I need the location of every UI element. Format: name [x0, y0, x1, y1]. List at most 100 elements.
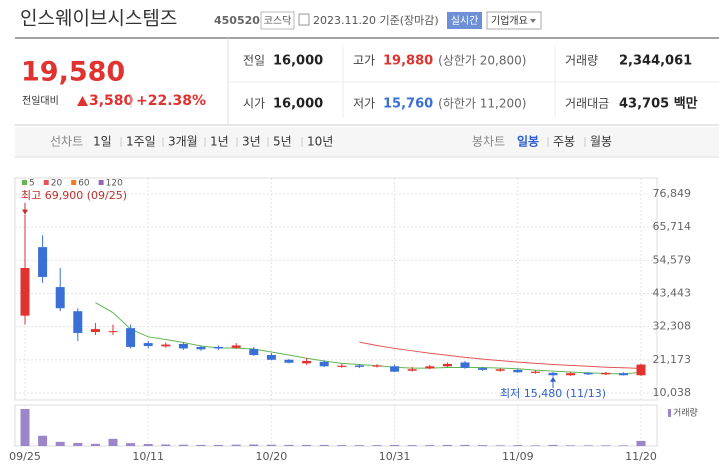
- candle-body: [249, 349, 259, 355]
- volume-bar: [495, 445, 505, 446]
- candle-body: [231, 345, 241, 348]
- y-tick-label: 65,714: [653, 220, 692, 233]
- volume-bar: [55, 441, 65, 446]
- candle-body: [478, 368, 488, 370]
- arrow-head: [22, 209, 28, 215]
- volume-bar: [302, 444, 312, 446]
- candle-body: [390, 366, 400, 372]
- volume-bar: [178, 444, 188, 446]
- candle-body: [38, 247, 48, 277]
- candle-body: [284, 359, 294, 363]
- legend-label: 거래량: [673, 407, 698, 419]
- candle-body: [407, 369, 417, 371]
- item-value: 15,760: [383, 97, 433, 112]
- volume-bar: [548, 444, 558, 446]
- dropdown-arrow: [530, 19, 536, 23]
- realtime-text[interactable]: 실시간: [451, 15, 479, 27]
- candle-body: [566, 373, 576, 376]
- volume-bar: [73, 442, 83, 446]
- candle-body: [495, 369, 505, 371]
- item-value: 16,000: [273, 54, 323, 69]
- y-tick-label: 32,308: [653, 320, 692, 333]
- x-tick-label: 10/11: [132, 450, 164, 463]
- y-tick-label: 76,849: [653, 187, 692, 200]
- volume-bar: [425, 445, 435, 446]
- volume-bar: [38, 435, 48, 446]
- volume-bar: [513, 445, 523, 446]
- candle-body: [20, 267, 30, 316]
- candle-body: [55, 287, 65, 309]
- volume-bar: [196, 444, 206, 446]
- y-tick-label: 54,579: [653, 253, 692, 266]
- volume-bar: [372, 445, 382, 446]
- overview-button[interactable]: [486, 11, 542, 30]
- tab[interactable]: 5년: [273, 135, 292, 149]
- volume-bar: [530, 445, 540, 446]
- tab-group-label: 선차트: [50, 135, 83, 149]
- legend-swatch: [43, 180, 49, 185]
- candle-body: [143, 343, 153, 347]
- y-tick-label: 21,173: [653, 353, 692, 366]
- candle-body: [425, 366, 435, 369]
- item-value: 43,705 백만: [619, 96, 698, 112]
- candle-body: [530, 371, 540, 373]
- y-tick-label: 10,038: [653, 386, 692, 399]
- candle-body: [302, 360, 312, 364]
- item-label: 시가: [243, 97, 265, 111]
- item-label: 거래대금: [565, 97, 609, 111]
- volume-bar: [337, 445, 347, 446]
- volume-bar: [231, 444, 241, 446]
- candle-body: [319, 361, 329, 367]
- tab[interactable]: 1일: [93, 135, 112, 149]
- x-tick-label: 11/20: [625, 450, 657, 463]
- tab[interactable]: 월봉: [590, 135, 612, 149]
- ma-line: [359, 341, 642, 369]
- tab[interactable]: 1년: [210, 135, 229, 149]
- tab[interactable]: 일봉: [517, 135, 539, 149]
- candle-body: [178, 343, 188, 349]
- x-tick-label: 10/20: [256, 450, 288, 463]
- candle-body: [548, 372, 558, 376]
- ma-line: [95, 302, 642, 375]
- volume-bar: [636, 440, 646, 446]
- stock-code: 450520: [214, 14, 260, 27]
- overview-text[interactable]: 기업개요: [491, 14, 528, 27]
- tab[interactable]: 주봉: [553, 135, 575, 149]
- volume-bar: [90, 443, 100, 446]
- legend-swatch: [22, 180, 27, 185]
- candle-body: [214, 346, 224, 349]
- volume-bar: [20, 409, 30, 446]
- volume-bar: [354, 445, 364, 446]
- volume-bar: [442, 444, 452, 446]
- candle-body: [513, 369, 523, 373]
- current-price: 19,580: [21, 57, 125, 88]
- candle-body: [196, 346, 206, 350]
- volume-bar: [390, 444, 400, 446]
- legend-swatch: [98, 180, 104, 185]
- tab-bar: [15, 127, 719, 157]
- change-rate: +22.38%: [136, 93, 206, 109]
- base-date: 2023.11.20 기준(장마감): [313, 14, 439, 27]
- calendar-icon: [298, 13, 310, 26]
- candle-body: [161, 344, 171, 347]
- volume-bar: [407, 445, 417, 446]
- tab[interactable]: 10년: [307, 135, 333, 149]
- legend-label: 120: [106, 179, 123, 189]
- tab[interactable]: 1주일: [126, 135, 156, 149]
- volume-bar: [618, 445, 628, 446]
- candle-body: [442, 363, 452, 367]
- realtime-button[interactable]: [447, 12, 482, 29]
- volume-bar: [284, 444, 294, 446]
- candle-body: [618, 373, 628, 376]
- volume-bar: [143, 444, 153, 446]
- plot-frame: [14, 177, 658, 401]
- market-text: 코스닥: [264, 15, 292, 27]
- candle-body: [636, 364, 646, 376]
- candle-body: [601, 372, 611, 375]
- tab[interactable]: 3년: [242, 135, 261, 149]
- volume-bar: [460, 444, 470, 446]
- x-tick-label: 09/25: [9, 450, 41, 463]
- tab[interactable]: 3개월: [168, 135, 198, 149]
